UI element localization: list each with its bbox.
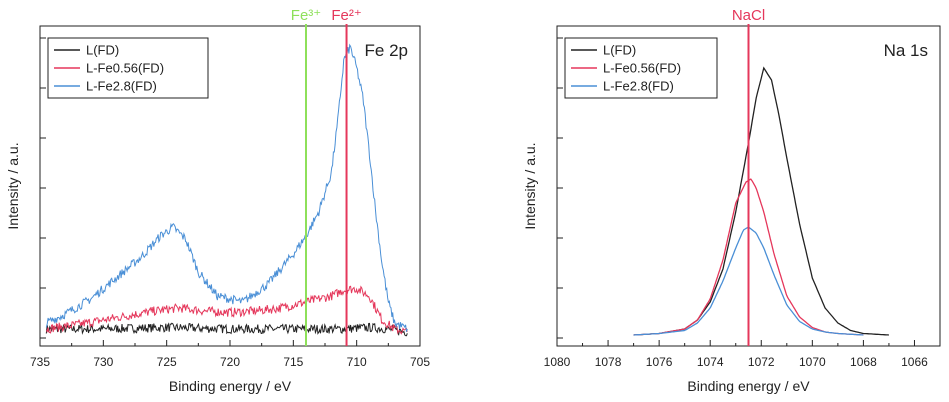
x-axis-label: Binding energy / eV xyxy=(169,378,292,394)
x-tick-label: 1074 xyxy=(697,355,724,369)
reference-label: Fe³⁺ xyxy=(291,7,321,24)
series-line-1 xyxy=(45,285,408,335)
reference-label: Fe²⁺ xyxy=(331,7,361,24)
legend-entry: L(FD) xyxy=(86,43,119,58)
x-tick-label: 730 xyxy=(93,355,113,369)
legend-entry: L-Fe0.56(FD) xyxy=(603,61,681,76)
panel-title: Fe 2p xyxy=(365,41,408,60)
x-tick-label: 720 xyxy=(220,355,240,369)
x-tick-label: 715 xyxy=(283,355,303,369)
x-tick-label: 1076 xyxy=(646,355,673,369)
legend-entry: L(FD) xyxy=(603,43,636,58)
x-tick-label: 1080 xyxy=(544,355,571,369)
x-tick-label: 710 xyxy=(347,355,367,369)
panel-title: Na 1s xyxy=(884,41,928,60)
x-tick-label: 1072 xyxy=(748,355,775,369)
legend-entry: L-Fe0.56(FD) xyxy=(86,61,164,76)
y-axis-label: Intensity / a.u. xyxy=(522,142,538,229)
panel-1: 1080 1078 1076 1074 1072 1070 1068 1066 Binding … xyxy=(522,7,941,394)
x-tick-label: 705 xyxy=(410,355,430,369)
x-tick-label: 1068 xyxy=(850,355,877,369)
legend-entry: L-Fe2.8(FD) xyxy=(603,79,674,94)
x-tick-label: 725 xyxy=(157,355,177,369)
series-group xyxy=(633,66,889,336)
x-tick-label: 1070 xyxy=(799,355,826,369)
series-line-0 xyxy=(45,322,408,337)
series-line-0 xyxy=(633,66,889,336)
x-tick-label: 1078 xyxy=(595,355,622,369)
x-tick-label: 735 xyxy=(30,355,50,369)
panel-0: 735 730 725 720 715 710 705 Binding energy / eV… xyxy=(5,7,430,394)
x-tick-label: 1066 xyxy=(901,355,928,369)
reference-label: NaCl xyxy=(732,7,765,24)
x-axis-label: Binding energy / eV xyxy=(687,378,810,394)
legend-entry: L-Fe2.8(FD) xyxy=(86,79,157,94)
y-axis-label: Intensity / a.u. xyxy=(5,142,21,229)
